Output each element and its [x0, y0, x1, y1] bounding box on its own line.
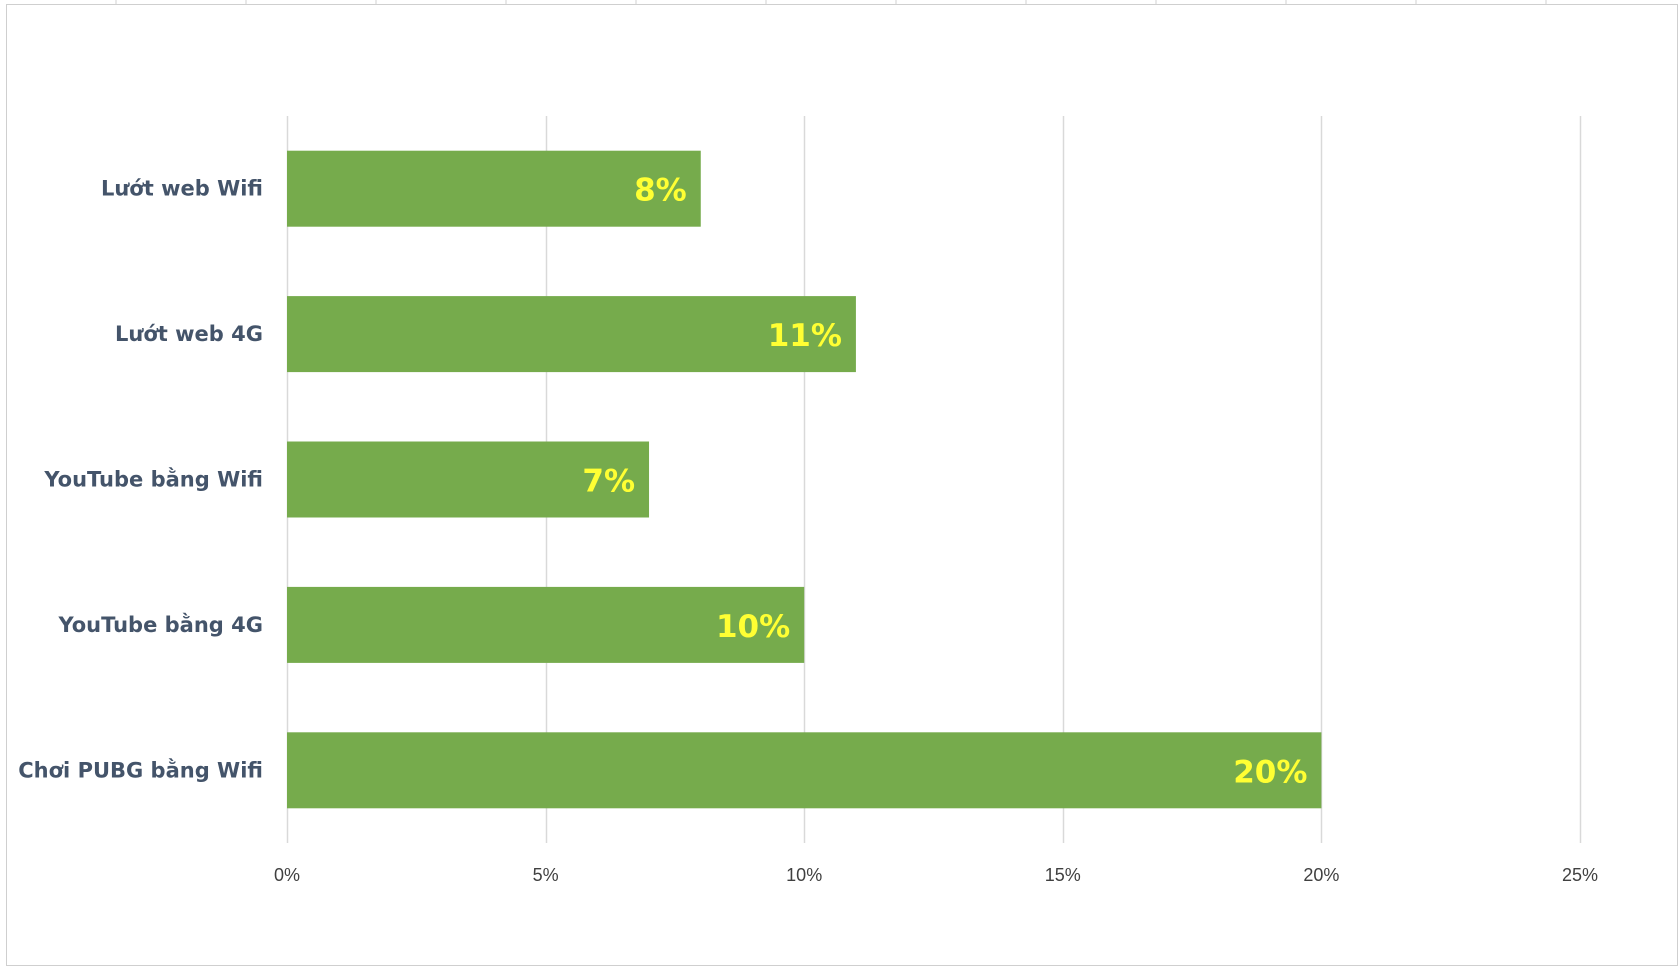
data-label: 10% — [716, 609, 790, 645]
bar[interactable] — [287, 441, 650, 518]
x-tick-label: 10% — [786, 865, 822, 885]
x-tick-label: 15% — [1045, 865, 1081, 885]
category-axis: Lướt web Wifi Lướt web 4G YouTube bằng Wif… — [18, 177, 263, 783]
category-label: Lướt web 4G — [115, 322, 263, 346]
x-tick-label: 25% — [1562, 865, 1598, 885]
gridlines — [286, 116, 1582, 843]
category-label: YouTube bằng Wifi — [43, 467, 263, 492]
bar[interactable] — [287, 296, 856, 373]
data-label: 20% — [1233, 754, 1307, 790]
data-label: 7% — [582, 464, 635, 500]
bar[interactable] — [287, 150, 701, 227]
data-label: 8% — [634, 173, 687, 209]
x-tick-label: 20% — [1303, 865, 1339, 885]
x-tick-label: 0% — [274, 865, 300, 885]
bars — [287, 150, 1322, 809]
category-label: Chơi PUBG bằng Wifi — [18, 757, 263, 782]
x-tick-label: 5% — [533, 865, 559, 885]
data-labels: 8% 11% 7% 10% 20% — [582, 173, 1307, 791]
bar[interactable] — [287, 732, 1322, 809]
value-axis: 0% 5% 10% 15% 20% 25% — [274, 865, 1598, 885]
category-label: Lướt web Wifi — [101, 177, 263, 201]
bar[interactable] — [287, 586, 805, 663]
data-label: 11% — [768, 318, 842, 354]
category-label: YouTube bằng 4G — [57, 612, 263, 637]
